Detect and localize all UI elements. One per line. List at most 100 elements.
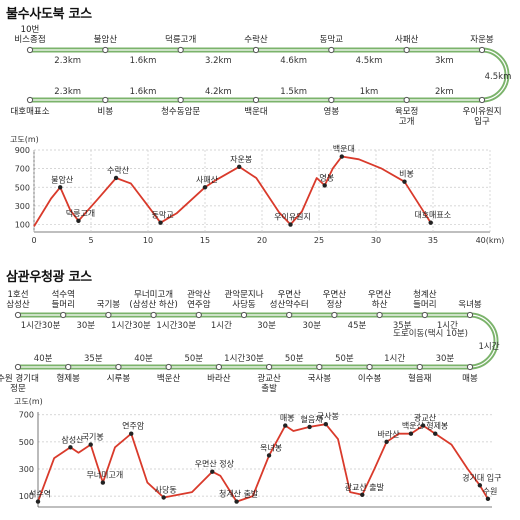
stop-marker	[102, 96, 109, 104]
peak-marker	[384, 439, 389, 445]
stop-marker	[478, 46, 486, 54]
route-note: 도로이동(택시 10분)	[393, 328, 468, 339]
y-tick-label: 100	[19, 492, 34, 501]
peak-label: 무너미고개	[86, 470, 123, 480]
stop-label: 청계산 들머리	[413, 289, 437, 310]
y-tick-label: 700	[19, 411, 34, 420]
stop-label: 수락산	[244, 34, 268, 45]
y-tick-label: 300	[19, 465, 34, 474]
segment-time: 45분	[348, 321, 367, 331]
stop-label: 사패산	[395, 34, 419, 45]
y-tick-label: 900	[15, 146, 30, 155]
peak-label: 청계산 출발	[219, 489, 259, 499]
stop-marker	[177, 96, 184, 104]
peak-label: 사당동	[155, 485, 177, 495]
peak-marker	[234, 499, 239, 504]
peak-label: 경기대 입구	[462, 472, 501, 482]
stop-label: 관악산 연주암	[187, 289, 211, 310]
peak-marker	[360, 492, 365, 497]
peak-marker	[288, 222, 293, 227]
stop-label: 이수봉	[358, 373, 382, 384]
stop-marker	[115, 363, 122, 371]
peak-marker	[202, 185, 208, 190]
stop-label: 청수동암문	[161, 106, 200, 117]
stop-label: 1호선 삼성산	[6, 290, 30, 310]
x-tick-label: 30	[371, 236, 381, 245]
stop-label: 관악문지나 사당동	[224, 289, 263, 310]
peak-label: 불암산	[51, 174, 74, 184]
segment-distance: 4.5km	[485, 72, 512, 82]
x-tick-label: 15	[200, 236, 210, 245]
segment-distance: 3km	[435, 56, 454, 66]
peak-label: 삼성산	[61, 434, 84, 444]
stop-marker	[286, 311, 293, 319]
peak-marker	[161, 495, 166, 500]
peak-marker	[100, 480, 106, 485]
stop-marker	[403, 46, 410, 54]
peak-marker	[237, 164, 242, 169]
peak-label: 연주암	[122, 421, 145, 431]
course1-title: 불수사도북 코스	[6, 7, 92, 22]
segment-time: 30분	[76, 321, 95, 331]
peak-label: 자운봉	[230, 155, 252, 164]
route-track-inner	[18, 314, 497, 368]
stop-label: 혈음재	[408, 373, 431, 384]
stop-label: 수원 경기대 정문	[0, 373, 39, 394]
segment-time: 1시간30분	[156, 320, 196, 331]
stop-label: 석수역 들머리	[51, 289, 74, 310]
peak-label: 백운대	[333, 144, 355, 154]
stop-label: 국기봉	[97, 300, 121, 310]
peak-label: 옥녀봉	[260, 443, 282, 452]
stop-label: 백운산	[157, 373, 181, 384]
segment-time: 40분	[134, 354, 153, 364]
segment-distance: 4.2km	[205, 87, 232, 97]
stop-label: 백운대	[244, 106, 267, 117]
y-tick-label: 500	[15, 183, 30, 192]
peak-label: 우이유원지	[274, 212, 311, 222]
stop-marker	[26, 46, 34, 54]
stop-label: 영봉	[324, 106, 340, 117]
peak-label: 영봉	[319, 172, 334, 182]
segment-time: 35분	[84, 354, 103, 364]
y-tick-label: 300	[15, 202, 30, 211]
segment-time: 30분	[302, 321, 321, 331]
segment-distance: 2.3km	[54, 56, 81, 66]
peak-marker	[323, 422, 329, 427]
peak-marker	[339, 154, 344, 159]
stop-label: 우면산 정상	[323, 289, 347, 310]
y-tick-label: 700	[15, 165, 30, 174]
peak-label: 광교산	[414, 413, 437, 423]
elevation-line	[37, 423, 489, 503]
peak-label: 대호매표소	[414, 211, 451, 220]
segment-distance: 1.6km	[130, 56, 157, 66]
segment-time: 50분	[285, 354, 304, 364]
x-tick-label: 20	[257, 236, 267, 245]
stop-marker	[177, 46, 184, 54]
stop-marker	[466, 363, 474, 371]
stop-label: 대호매표소	[10, 107, 49, 117]
stop-marker	[102, 46, 109, 54]
stop-marker	[60, 311, 67, 319]
segment-time: 30분	[436, 354, 455, 364]
stop-label: 비봉	[98, 107, 114, 117]
stop-label: 시루봉	[107, 374, 131, 384]
segment-distance: 4.6km	[280, 56, 307, 66]
segment-time: 35분	[393, 321, 412, 331]
peak-label: 수원	[483, 487, 498, 496]
stop-marker	[14, 311, 22, 319]
y-axis-label: 고도(m)	[14, 397, 43, 406]
stop-label: 불암산	[94, 34, 118, 45]
stop-marker	[366, 363, 373, 371]
stop-label: 국사봉	[308, 374, 332, 384]
x-tick-label: 25	[314, 236, 324, 245]
stop-marker	[150, 311, 157, 319]
peak-marker	[76, 218, 81, 224]
stop-label: 육모정 고개	[395, 106, 418, 127]
stop-marker	[240, 311, 248, 319]
stop-label: 광교산 출발	[257, 373, 281, 394]
segment-time: 1시간	[384, 353, 405, 364]
peak-marker	[68, 445, 73, 450]
peak-marker	[113, 175, 119, 181]
stop-label: 바라산	[207, 373, 231, 384]
